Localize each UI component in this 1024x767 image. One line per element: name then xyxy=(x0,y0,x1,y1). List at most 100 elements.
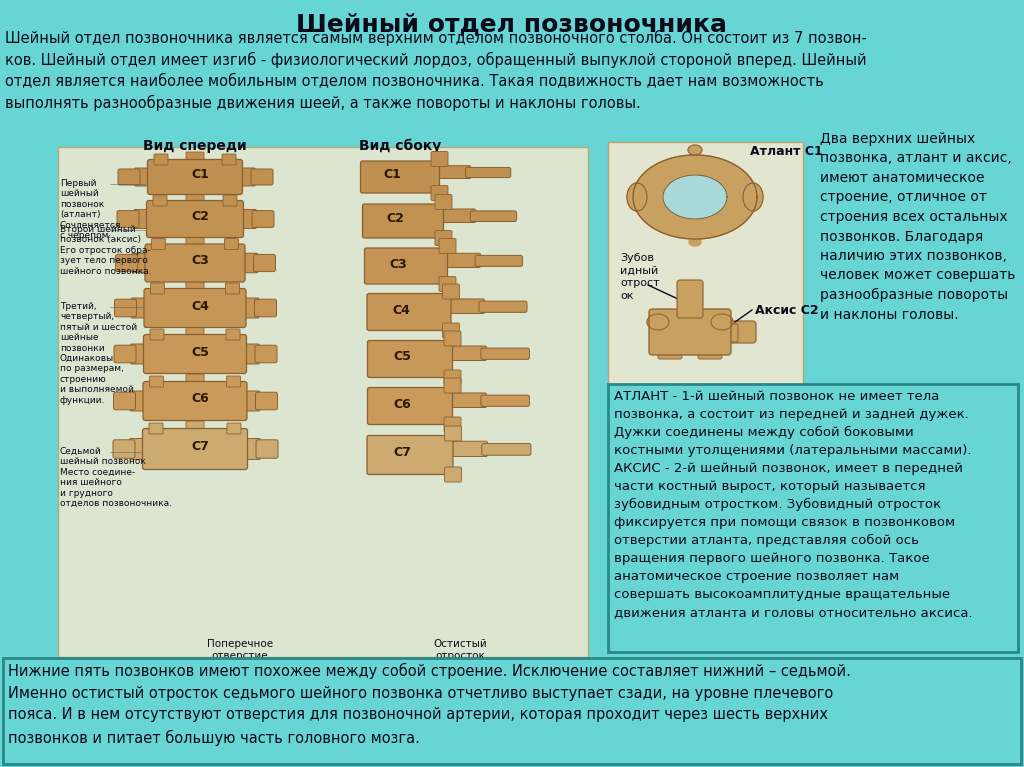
FancyBboxPatch shape xyxy=(142,429,248,469)
FancyBboxPatch shape xyxy=(256,392,278,410)
FancyBboxPatch shape xyxy=(444,426,462,441)
FancyBboxPatch shape xyxy=(608,384,1018,652)
FancyBboxPatch shape xyxy=(3,658,1021,764)
FancyBboxPatch shape xyxy=(226,329,240,340)
FancyBboxPatch shape xyxy=(242,391,260,411)
FancyBboxPatch shape xyxy=(150,376,164,387)
FancyBboxPatch shape xyxy=(222,154,236,165)
FancyBboxPatch shape xyxy=(150,423,163,434)
FancyBboxPatch shape xyxy=(186,327,204,339)
FancyBboxPatch shape xyxy=(186,374,204,386)
FancyBboxPatch shape xyxy=(224,239,239,249)
Ellipse shape xyxy=(711,314,733,330)
FancyBboxPatch shape xyxy=(475,255,522,266)
FancyBboxPatch shape xyxy=(608,142,803,387)
FancyBboxPatch shape xyxy=(114,345,136,363)
FancyBboxPatch shape xyxy=(365,248,447,284)
Polygon shape xyxy=(663,175,727,219)
FancyBboxPatch shape xyxy=(444,370,461,385)
FancyBboxPatch shape xyxy=(130,391,148,411)
FancyBboxPatch shape xyxy=(132,253,150,273)
Text: C2: C2 xyxy=(191,210,209,223)
FancyBboxPatch shape xyxy=(255,345,278,363)
FancyBboxPatch shape xyxy=(240,253,258,273)
FancyBboxPatch shape xyxy=(431,152,449,166)
FancyBboxPatch shape xyxy=(154,154,168,165)
Text: Два верхних шейных
позвонка, атлант и аксис,
имеют анатомическое
строение, отлич: Два верхних шейных позвонка, атлант и ак… xyxy=(820,132,1016,321)
FancyBboxPatch shape xyxy=(147,160,243,195)
FancyBboxPatch shape xyxy=(256,439,278,458)
Text: C5: C5 xyxy=(191,345,209,358)
Text: Третий,
четвертый,
пятый и шестой
шейные
позвонки
Одинаковы
по размерам,
строени: Третий, четвертый, пятый и шестой шейные… xyxy=(60,302,137,405)
FancyBboxPatch shape xyxy=(482,443,530,456)
FancyBboxPatch shape xyxy=(677,280,703,318)
Text: Остистый
отросток
Неразздвоенный,
с прощупываемым
бугорком на конце.: Остистый отросток Неразздвоенный, с прощ… xyxy=(407,639,514,699)
FancyBboxPatch shape xyxy=(143,334,247,374)
FancyBboxPatch shape xyxy=(442,284,460,299)
Text: C3: C3 xyxy=(191,255,209,268)
FancyBboxPatch shape xyxy=(722,321,756,343)
FancyBboxPatch shape xyxy=(444,467,462,482)
FancyBboxPatch shape xyxy=(368,387,453,424)
FancyBboxPatch shape xyxy=(445,299,484,314)
FancyBboxPatch shape xyxy=(368,341,453,377)
FancyBboxPatch shape xyxy=(658,343,682,359)
Text: C1: C1 xyxy=(191,169,209,182)
FancyBboxPatch shape xyxy=(146,200,244,238)
FancyBboxPatch shape xyxy=(186,236,204,249)
FancyBboxPatch shape xyxy=(186,421,204,433)
FancyBboxPatch shape xyxy=(58,147,588,657)
Text: Вид сбоку: Вид сбоку xyxy=(358,139,441,153)
FancyBboxPatch shape xyxy=(434,166,471,179)
FancyBboxPatch shape xyxy=(113,439,135,458)
FancyBboxPatch shape xyxy=(115,299,136,317)
Ellipse shape xyxy=(743,183,763,211)
FancyBboxPatch shape xyxy=(225,283,240,294)
FancyBboxPatch shape xyxy=(438,209,476,222)
Text: Аксис C2: Аксис C2 xyxy=(755,304,818,317)
FancyBboxPatch shape xyxy=(481,348,529,360)
FancyBboxPatch shape xyxy=(252,211,274,227)
FancyBboxPatch shape xyxy=(254,255,275,272)
FancyBboxPatch shape xyxy=(186,193,204,205)
FancyBboxPatch shape xyxy=(444,417,461,432)
FancyBboxPatch shape xyxy=(447,346,486,360)
Text: C4: C4 xyxy=(392,304,410,317)
Text: C7: C7 xyxy=(191,440,209,453)
FancyBboxPatch shape xyxy=(131,298,150,318)
Text: АТЛАНТ - 1-й шейный позвонок не имеет тела
позвонка, а состоит из передней и зад: АТЛАНТ - 1-й шейный позвонок не имеет те… xyxy=(614,390,973,619)
Text: C7: C7 xyxy=(393,446,411,459)
Ellipse shape xyxy=(647,314,669,330)
FancyBboxPatch shape xyxy=(442,323,460,338)
FancyBboxPatch shape xyxy=(239,209,256,229)
Ellipse shape xyxy=(627,183,647,211)
Text: Шейный отдел позвоночника является самым верхним отделом позвоночного столба. Он: Шейный отдел позвоночника является самым… xyxy=(5,30,866,110)
Text: Вид спереди: Вид спереди xyxy=(143,139,247,153)
Text: C6: C6 xyxy=(191,393,209,406)
FancyBboxPatch shape xyxy=(439,276,456,291)
FancyBboxPatch shape xyxy=(114,392,135,410)
FancyBboxPatch shape xyxy=(481,395,529,407)
FancyBboxPatch shape xyxy=(435,231,452,245)
Text: C6: C6 xyxy=(393,397,411,410)
FancyBboxPatch shape xyxy=(152,239,166,249)
FancyBboxPatch shape xyxy=(227,423,241,434)
Text: Второй шейный
позвонок (аксис)
Его отросток обра-
зует тело первого
шейного позв: Второй шейный позвонок (аксис) Его отрос… xyxy=(60,225,152,275)
Polygon shape xyxy=(633,155,757,239)
FancyBboxPatch shape xyxy=(466,167,511,178)
Text: Поперечное
отверстие
Место прохождения
позвоночных
sосудов.: Поперечное отверстие Место прохождения п… xyxy=(184,639,296,699)
FancyBboxPatch shape xyxy=(129,439,147,459)
FancyBboxPatch shape xyxy=(649,309,731,355)
FancyBboxPatch shape xyxy=(251,169,273,185)
FancyBboxPatch shape xyxy=(444,378,461,393)
FancyBboxPatch shape xyxy=(243,439,260,459)
Text: Зубов
идный
отрост
ок: Зубов идный отрост ок xyxy=(620,253,659,301)
FancyBboxPatch shape xyxy=(226,376,241,387)
FancyBboxPatch shape xyxy=(367,294,451,331)
FancyBboxPatch shape xyxy=(116,255,137,272)
FancyBboxPatch shape xyxy=(444,331,461,346)
FancyBboxPatch shape xyxy=(650,324,670,342)
FancyBboxPatch shape xyxy=(223,195,237,206)
FancyBboxPatch shape xyxy=(144,288,246,328)
FancyBboxPatch shape xyxy=(362,204,443,238)
